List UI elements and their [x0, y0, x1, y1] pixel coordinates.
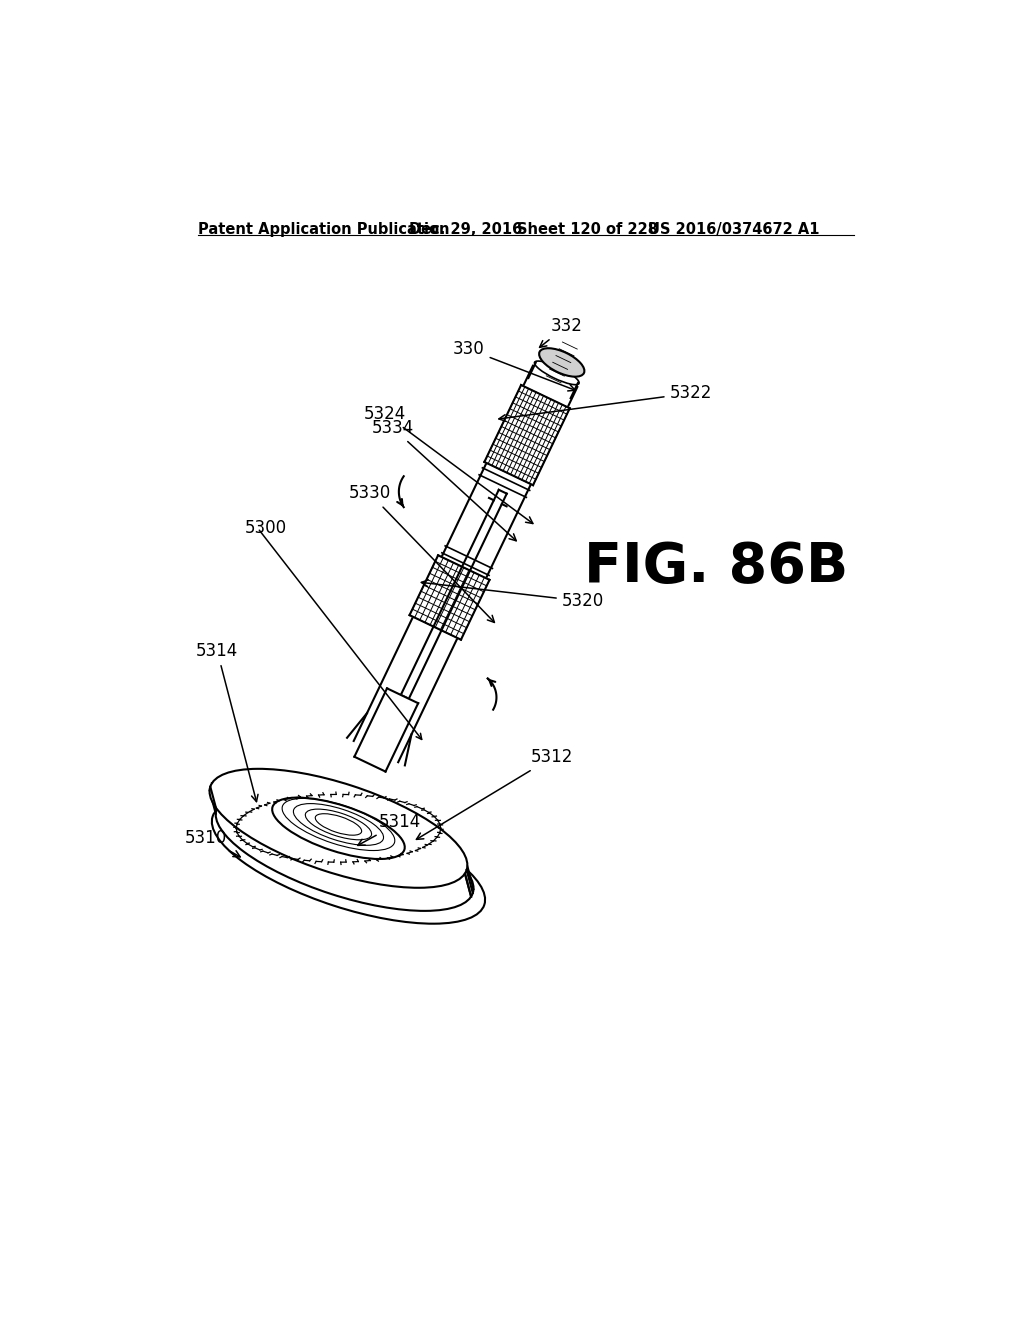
Text: 5334: 5334	[372, 418, 516, 541]
Text: 5330: 5330	[348, 484, 495, 623]
Text: 330: 330	[453, 341, 575, 391]
Ellipse shape	[216, 792, 473, 911]
Polygon shape	[354, 688, 418, 772]
Polygon shape	[347, 713, 412, 766]
Text: Dec. 29, 2016: Dec. 29, 2016	[410, 222, 522, 236]
Text: Patent Application Publication: Patent Application Publication	[199, 222, 450, 236]
Ellipse shape	[279, 821, 411, 882]
Text: 5300: 5300	[245, 519, 287, 537]
Text: 5312: 5312	[417, 748, 573, 840]
Ellipse shape	[210, 768, 467, 888]
Polygon shape	[484, 385, 569, 486]
Polygon shape	[410, 556, 489, 640]
Text: FIG. 86B: FIG. 86B	[584, 540, 848, 594]
Text: 5320: 5320	[421, 579, 604, 610]
Text: 5322: 5322	[499, 384, 712, 421]
Ellipse shape	[212, 797, 485, 924]
Text: 5310: 5310	[184, 829, 241, 857]
Text: Sheet 120 of 228: Sheet 120 of 228	[517, 222, 658, 236]
Ellipse shape	[272, 797, 404, 859]
Polygon shape	[353, 366, 578, 762]
Text: 5324: 5324	[364, 405, 532, 524]
Text: 5314: 5314	[197, 643, 258, 801]
Ellipse shape	[539, 348, 585, 376]
Text: 332: 332	[540, 317, 582, 347]
Text: US 2016/0374672 A1: US 2016/0374672 A1	[648, 222, 819, 236]
Text: 5314: 5314	[357, 813, 421, 845]
